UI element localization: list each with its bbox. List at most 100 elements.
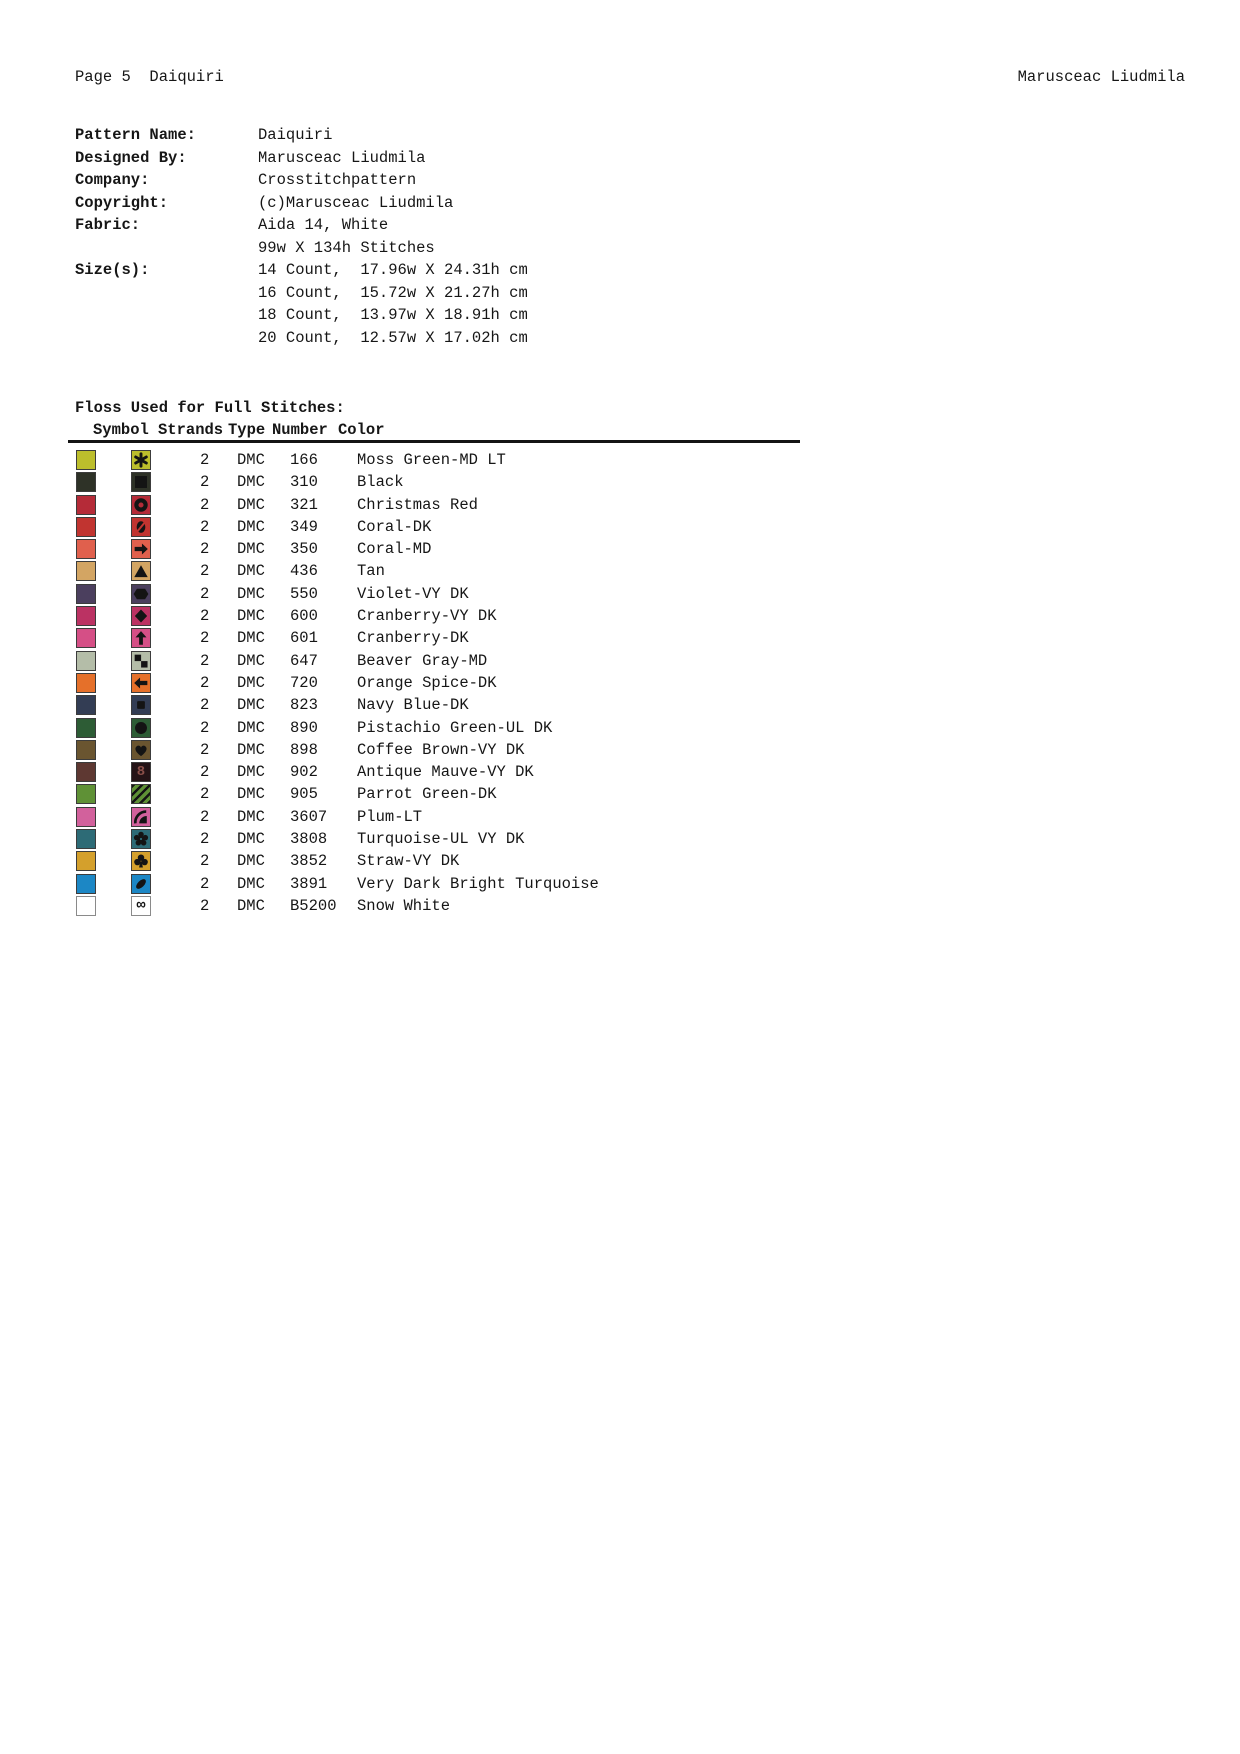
floss-type: DMC xyxy=(237,651,265,670)
floss-color-swatch xyxy=(76,472,96,493)
page-header-left: Page 5 Daiquiri xyxy=(75,68,224,86)
floss-rows: 2 DMC 166 Moss Green-MD LT 2 DMC 310 Bla… xyxy=(0,449,1240,917)
floss-number: 436 xyxy=(290,562,318,581)
square-icon xyxy=(131,472,151,493)
floss-color-name: Plum-LT xyxy=(357,807,423,826)
ring-icon xyxy=(131,494,151,515)
floss-type: DMC xyxy=(237,830,265,849)
page-header-right: Marusceac Liudmila xyxy=(1017,68,1185,86)
floss-type: DMC xyxy=(237,852,265,871)
floss-color-name: Coral-MD xyxy=(357,540,432,559)
triangle-icon xyxy=(131,561,151,582)
floss-type: DMC xyxy=(237,540,265,559)
info-value: 16 Count, 15.72w X 21.27h cm xyxy=(258,283,528,302)
floss-strands: 2 xyxy=(200,451,210,469)
heart-icon xyxy=(131,739,151,760)
floss-color-name: Coral-DK xyxy=(357,517,432,536)
floss-color-swatch xyxy=(76,851,96,872)
floss-table-title: Floss Used for Full Stitches: xyxy=(75,399,345,417)
floss-color-swatch xyxy=(76,583,96,604)
floss-row: 2 DMC 3852 Straw-VY DK xyxy=(0,850,1240,872)
floss-color-name: Straw-VY DK xyxy=(357,852,460,871)
small-square-icon xyxy=(131,695,151,716)
floss-number: 3607 xyxy=(290,807,328,826)
floss-number: 310 xyxy=(290,473,318,492)
info-value: (c)Marusceac Liudmila xyxy=(258,193,454,212)
arrow-up-icon xyxy=(131,628,151,649)
floss-row: 2 DMC 321 Christmas Red xyxy=(0,494,1240,516)
floss-row: 2 DMC 823 Navy Blue-DK xyxy=(0,694,1240,716)
floss-row: 2 DMC 350 Coral-MD xyxy=(0,538,1240,560)
floss-type: DMC xyxy=(237,584,265,603)
floss-type: DMC xyxy=(237,562,265,581)
floss-row: 2 DMC 436 Tan xyxy=(0,560,1240,582)
floss-strands: 2 xyxy=(200,517,210,536)
floss-color-name: Snow White xyxy=(357,896,451,915)
floss-row: 2 DMC 905 Parrot Green-DK xyxy=(0,783,1240,805)
floss-color-swatch xyxy=(76,784,96,805)
info-row: Size(s): 14 Count, 17.96w X 24.31h cm xyxy=(75,261,528,284)
floss-number: 905 xyxy=(290,785,318,804)
info-row: Copyright: (c)Marusceac Liudmila xyxy=(75,194,528,217)
info-row: 20 Count, 12.57w X 17.02h cm xyxy=(75,329,528,352)
floss-row: 2 DMC 898 Coffee Brown-VY DK xyxy=(0,739,1240,761)
floss-color-name: Violet-VY DK xyxy=(357,584,469,603)
floss-type: DMC xyxy=(237,740,265,759)
floss-color-swatch xyxy=(76,628,96,649)
floss-row: 2 DMC 310 Black xyxy=(0,471,1240,493)
floss-number: 166 xyxy=(290,451,318,469)
floss-color-swatch xyxy=(76,650,96,671)
info-label: Copyright: xyxy=(75,193,169,212)
infinity-icon: ∞ xyxy=(131,895,151,916)
circle-icon xyxy=(131,717,151,738)
floss-row: 2 DMC 647 Beaver Gray-MD xyxy=(0,650,1240,672)
floss-color-swatch xyxy=(76,494,96,515)
floss-color-swatch xyxy=(76,561,96,582)
floss-color-swatch xyxy=(76,762,96,783)
floss-row: 2 DMC 600 Cranberry-VY DK xyxy=(0,605,1240,627)
slash-ellipse-icon xyxy=(131,873,151,894)
floss-number: B5200 xyxy=(290,896,337,915)
flower-icon xyxy=(131,829,151,850)
floss-color-name: Beaver Gray-MD xyxy=(357,651,488,670)
floss-number: 550 xyxy=(290,584,318,603)
floss-color-swatch xyxy=(76,516,96,537)
pattern-info-block: Pattern Name: Daiquiri Designed By: Maru… xyxy=(75,126,528,351)
diamond-icon xyxy=(131,606,151,627)
floss-strands: 2 xyxy=(200,473,210,492)
floss-color-swatch xyxy=(76,539,96,560)
floss-number: 902 xyxy=(290,763,318,782)
floss-row: 2 DMC 166 Moss Green-MD LT xyxy=(0,449,1240,471)
info-row: Designed By: Marusceac Liudmila xyxy=(75,149,528,172)
floss-strands: 2 xyxy=(200,763,210,782)
floss-number: 3852 xyxy=(290,852,328,871)
checker-icon xyxy=(131,650,151,671)
floss-number: 321 xyxy=(290,495,318,514)
floss-color-swatch xyxy=(76,895,96,916)
column-header-symbol: Symbol xyxy=(93,421,149,439)
floss-type: DMC xyxy=(237,896,265,915)
floss-type: DMC xyxy=(237,763,265,782)
info-value: 18 Count, 13.97w X 18.91h cm xyxy=(258,306,528,324)
eight-icon: 8 xyxy=(131,762,151,783)
info-label: Pattern Name: xyxy=(75,126,196,144)
floss-strands: 2 xyxy=(200,830,210,849)
info-row: 16 Count, 15.72w X 21.27h cm xyxy=(75,284,528,307)
hexagon-icon xyxy=(131,583,151,604)
floss-color-name: Black xyxy=(357,473,404,492)
info-value: Marusceac Liudmila xyxy=(258,148,426,167)
floss-type: DMC xyxy=(237,874,265,893)
floss-color-swatch xyxy=(76,672,96,693)
floss-row: 2 DMC 550 Violet-VY DK xyxy=(0,583,1240,605)
floss-color-name: Orange Spice-DK xyxy=(357,673,497,692)
club-icon xyxy=(131,851,151,872)
column-header-type: Type xyxy=(228,421,266,439)
arrow-left-icon xyxy=(131,672,151,693)
column-header-strands: Strands xyxy=(158,421,224,439)
floss-color-swatch xyxy=(76,717,96,738)
floss-color-name: Cranberry-VY DK xyxy=(357,607,497,626)
floss-color-swatch xyxy=(76,606,96,627)
info-row: 99w X 134h Stitches xyxy=(75,239,528,262)
floss-strands: 2 xyxy=(200,629,210,648)
